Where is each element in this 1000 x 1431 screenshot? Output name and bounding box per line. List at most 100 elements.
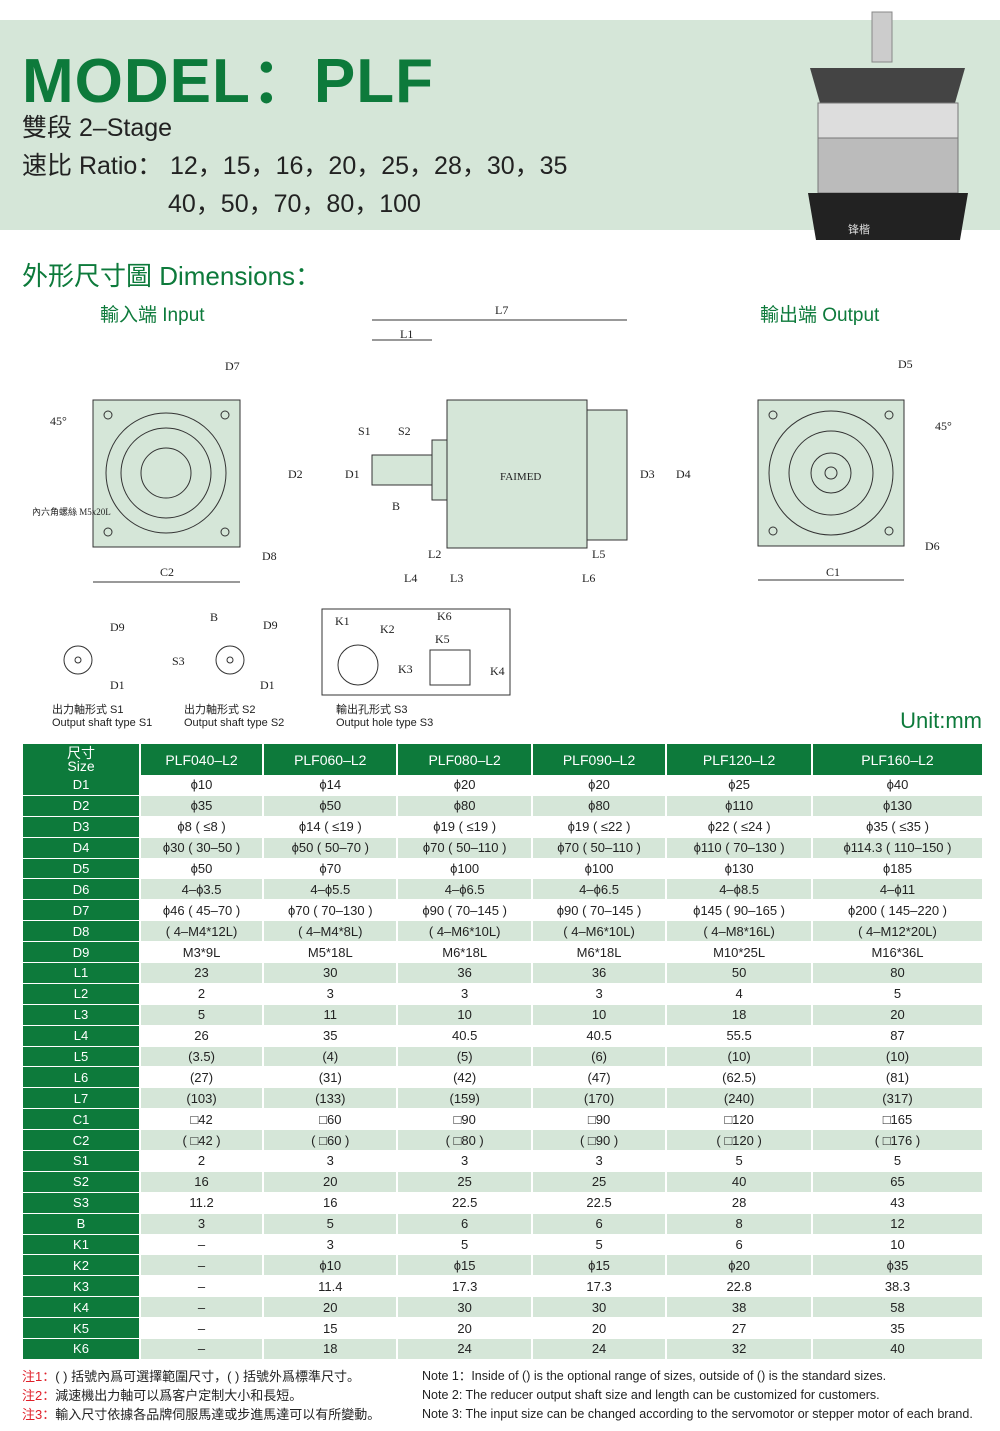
table-row: S1 2 3 3 3 5 5: [23, 1151, 982, 1172]
table-cell: 40.5: [398, 1026, 531, 1047]
table-cell: 5: [532, 1235, 666, 1256]
row-label: L4: [23, 1025, 139, 1047]
table-cell: ϕ70 ( 50–110 ): [532, 837, 666, 859]
table-cell: 3: [264, 1235, 397, 1256]
table-cell: □165: [812, 1109, 982, 1131]
table-row: L5 (3.5) (4) (5) (6) (10) (10): [23, 1046, 982, 1068]
table-row: D4 ϕ30 ( 30–50 ) ϕ50 ( 50–70 ) ϕ70 ( 50–110…: [23, 837, 982, 859]
note-text: 減速機出力軸可以爲客户定制大小和長短。: [55, 1388, 303, 1403]
table-cell: 22.5: [398, 1193, 531, 1214]
table-cell: –: [141, 1276, 263, 1298]
table-row: D5 ϕ50 ϕ70 ϕ100 ϕ100 ϕ130 ϕ185: [23, 858, 982, 880]
table-row: K4–20 30 30 38 58: [23, 1297, 982, 1319]
output-view: C1 D5 D6 45°: [757, 357, 952, 581]
table-row: L1 23 30 36 36 50 80: [23, 963, 982, 984]
table-cell: 3: [532, 984, 666, 1005]
row-label: D2: [23, 795, 139, 817]
table-cell: ϕ70 ( 50–110 ): [398, 837, 531, 859]
table-row: L7 (103) (133) (159) (170) (240) (317): [23, 1088, 982, 1110]
notes-en: Note 1：Inside of () is the optional rang…: [422, 1367, 973, 1424]
notes-cn: 注1：( ) 括號內爲可選擇範圍尺寸，( ) 括號外爲標準尺寸。 注2：減速機出力…: [22, 1367, 380, 1424]
table-cell: ϕ25: [667, 775, 811, 796]
dimensions-title: 外形尺寸圖 Dimensions：: [22, 261, 322, 291]
table-cell: 20: [264, 1297, 397, 1319]
table-cell: ϕ90 ( 70–145 ): [532, 900, 666, 922]
row-label: K2: [23, 1255, 139, 1277]
table-cell: □90: [532, 1109, 666, 1131]
table-cell: ϕ130: [667, 859, 811, 880]
table-cell: 10: [398, 1004, 531, 1026]
table-cell: ϕ70 ( 70–130 ): [264, 900, 397, 922]
table-cell: 3: [141, 1213, 263, 1235]
svg-text:D8: D8: [262, 549, 277, 563]
table-row: K3–11.4 17.3 17.3 22.8 38.3: [23, 1276, 982, 1298]
row-label: C1: [23, 1109, 139, 1131]
table-row: C1 □42 □60 □90 □90 □120 □165: [23, 1109, 982, 1131]
table-cell: 26: [141, 1026, 263, 1047]
table-cell: 35: [264, 1026, 397, 1047]
table-cell: ϕ50: [264, 795, 397, 817]
table-cell: 65: [812, 1171, 982, 1193]
note-text: ( ) 括號內爲可選擇範圍尺寸，( ) 括號外爲標準尺寸。: [55, 1369, 360, 1384]
svg-text:L7: L7: [495, 303, 508, 317]
table-cell: 30: [532, 1297, 666, 1319]
row-label: K4: [23, 1297, 139, 1319]
table-cell: ϕ130: [812, 795, 982, 817]
table-cell: (47): [532, 1067, 666, 1089]
table-cell: 32: [667, 1339, 811, 1360]
table-cell: ϕ70: [264, 859, 397, 880]
unit-label: Unit:mm: [900, 708, 982, 733]
table-cell: ( □60 ): [264, 1130, 397, 1152]
svg-text:K6: K6: [437, 609, 452, 623]
column-header: PLF160–L2: [812, 744, 982, 775]
table-cell: –: [141, 1255, 263, 1277]
svg-text:FAIMED: FAIMED: [500, 471, 541, 483]
table-cell: □42: [141, 1109, 263, 1131]
table-cell: (81): [812, 1067, 982, 1089]
table-cell: –: [141, 1339, 263, 1360]
table-cell: 22.5: [532, 1193, 666, 1214]
table-row: C2( □42 )( □60 )( □80 )( □90 )( □120 )( …: [23, 1130, 982, 1152]
note-text: 輸入尺寸依據各品牌伺服馬達或步進馬達可以有所變動。: [55, 1407, 381, 1422]
table-cell: (170): [532, 1088, 666, 1110]
table-cell: 20: [532, 1318, 666, 1340]
table-cell: 4–ϕ11: [812, 879, 982, 901]
table-cell: 43: [812, 1193, 982, 1214]
shaft-type-s1: 出力軸形式 S1 Output shaft type S1: [52, 704, 153, 729]
table-cell: 40: [667, 1171, 811, 1193]
table-cell: 17.3: [532, 1276, 666, 1298]
table-cell: 6: [532, 1213, 666, 1235]
table-cell: 25: [532, 1171, 666, 1193]
table-cell: ϕ50: [141, 859, 263, 880]
table-cell: ϕ19 ( ≤22 ): [532, 817, 666, 838]
row-label: D4: [23, 837, 139, 859]
table-cell: (133): [264, 1088, 397, 1110]
svg-text:S1: S1: [358, 424, 371, 438]
table-cell: 30: [398, 1297, 531, 1319]
table-row: D8( 4–M4*12L)( 4–M4*8L)( 4–M6*10L)( 4–M6…: [23, 921, 982, 943]
table-cell: ϕ46 ( 45–70 ): [141, 900, 263, 922]
row-label: K1: [23, 1234, 139, 1256]
table-header: 尺寸 Size PLF040–L2 PLF060–L2 PLF080–L2 PLF090…: [23, 744, 982, 775]
table-cell: ϕ80: [398, 795, 531, 817]
table-cell: 4: [667, 984, 811, 1005]
table-cell: (31): [264, 1067, 397, 1089]
table-cell: M6*18L: [398, 942, 531, 964]
table-cell: 5: [667, 1151, 811, 1172]
table-cell: ϕ35 ( ≤35 ): [812, 817, 982, 838]
table-cell: M16*36L: [812, 942, 982, 964]
note-tag: 注2：: [22, 1388, 56, 1403]
row-label: B: [23, 1213, 139, 1235]
size-header: 尺寸 Size: [23, 744, 139, 775]
table-cell: ϕ14 ( ≤19 ): [264, 817, 397, 838]
svg-text:K3: K3: [398, 662, 413, 676]
table-cell: ( □80 ): [398, 1130, 531, 1152]
table-cell: ( □176 ): [812, 1130, 982, 1152]
table-cell: M6*18L: [532, 942, 666, 964]
table-cell: (3.5): [141, 1046, 263, 1068]
row-label: D9: [23, 942, 139, 964]
row-label: K5: [23, 1318, 139, 1340]
table-cell: 3: [264, 1151, 397, 1172]
table-row: L6 (27) (31) (42) (47) (62.5) (81): [23, 1067, 982, 1089]
svg-text:B: B: [392, 499, 400, 513]
